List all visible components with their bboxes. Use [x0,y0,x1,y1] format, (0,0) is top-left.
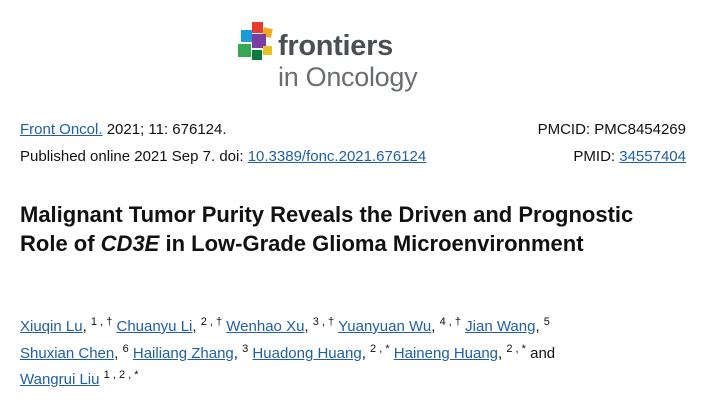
author-conjunction: and [530,344,556,362]
citation-row: Front Oncol. 2021; 11: 676124. PMCID: PM… [20,121,686,139]
pmid: PMID: 34557404 [573,148,686,166]
author-affiliation: 1 , † [90,316,113,328]
logo-subtitle-text: in Oncology [278,62,418,92]
author-item: Jian Wang, 5 [465,316,550,336]
author-link[interactable]: Wenhao Xu [226,318,305,335]
author-affiliation: 2 , * [506,342,526,355]
author-link[interactable]: Xiuqin Lu [20,318,83,335]
title-part1: Malignant Tumor Purity Reveals the Drive… [20,202,634,256]
published-row: Published online 2021 Sep 7. doi: 10.338… [20,148,686,166]
author-item: Xiuqin Lu, 1 , † [20,316,116,336]
author-affiliation: 3 , † [312,316,335,328]
author-item: Yuanyuan Wu, 4 , † [338,316,461,336]
author-link[interactable]: Hailiang Zhang [132,344,234,362]
author-affiliation: 3 [242,342,249,355]
pmid-link[interactable]: 34557404 [619,148,686,165]
author-item: Chuanyu Li, 2 , † [116,316,223,336]
journal-link[interactable]: Front Oncol. [20,121,103,138]
author-link[interactable]: Wangrui Liu [20,371,100,388]
author-affiliation: 2 , † [200,316,223,328]
author-affiliation: 1 , 2 , * [103,369,139,381]
author-item: Wangrui Liu 1 , 2 , * [20,369,139,389]
published-text: Published online 2021 Sep 7. doi: [20,148,248,165]
title-part2: in Low-Grade Glioma Microenvironment [159,231,584,256]
author-affiliation: 4 , † [439,316,461,328]
pmcid: PMCID: PMC8454269 [538,121,686,139]
title-gene: CD3E [100,231,160,256]
author-affiliation: 5 [543,316,550,328]
author-link[interactable]: Haineng Huang [393,344,499,362]
journal-details: 2021; 11: 676124. [102,121,227,138]
pmcid-value: PMC8454269 [594,121,686,138]
author-item: Huadong Huang, 2 , * [252,342,390,362]
author-item: Shuxian Chen, 6 [20,342,129,362]
author-list: Xiuqin Lu, 1 , † Chuanyu Li, 2 , † Wenha… [20,314,680,394]
author-link[interactable]: Chuanyu Li [116,318,193,335]
logo-brand-text: frontiers [278,30,393,62]
author-link[interactable]: Shuxian Chen [20,344,115,362]
author-separator: , [82,318,91,335]
frontiers-logo-mark-icon [238,22,273,60]
author-item: Wenhao Xu, 3 , † [226,316,335,336]
author-link[interactable]: Huadong Huang [252,344,362,362]
pmid-label: PMID: [573,148,620,165]
frontiers-logo: frontiers in Oncology [238,22,438,94]
pmcid-label: PMCID: [537,121,595,138]
article-title: Malignant Tumor Purity Reveals the Drive… [20,200,680,258]
author-affiliation: 2 , * [370,342,390,355]
author-link[interactable]: Yuanyuan Wu [338,318,432,335]
author-affiliation: 6 [122,342,129,355]
author-item: Hailiang Zhang, 3 [132,342,249,362]
author-link[interactable]: Jian Wang [465,318,536,335]
author-item: Haineng Huang, 2 , * and [393,342,556,362]
doi-link[interactable]: 10.3389/fonc.2021.676124 [247,148,427,165]
